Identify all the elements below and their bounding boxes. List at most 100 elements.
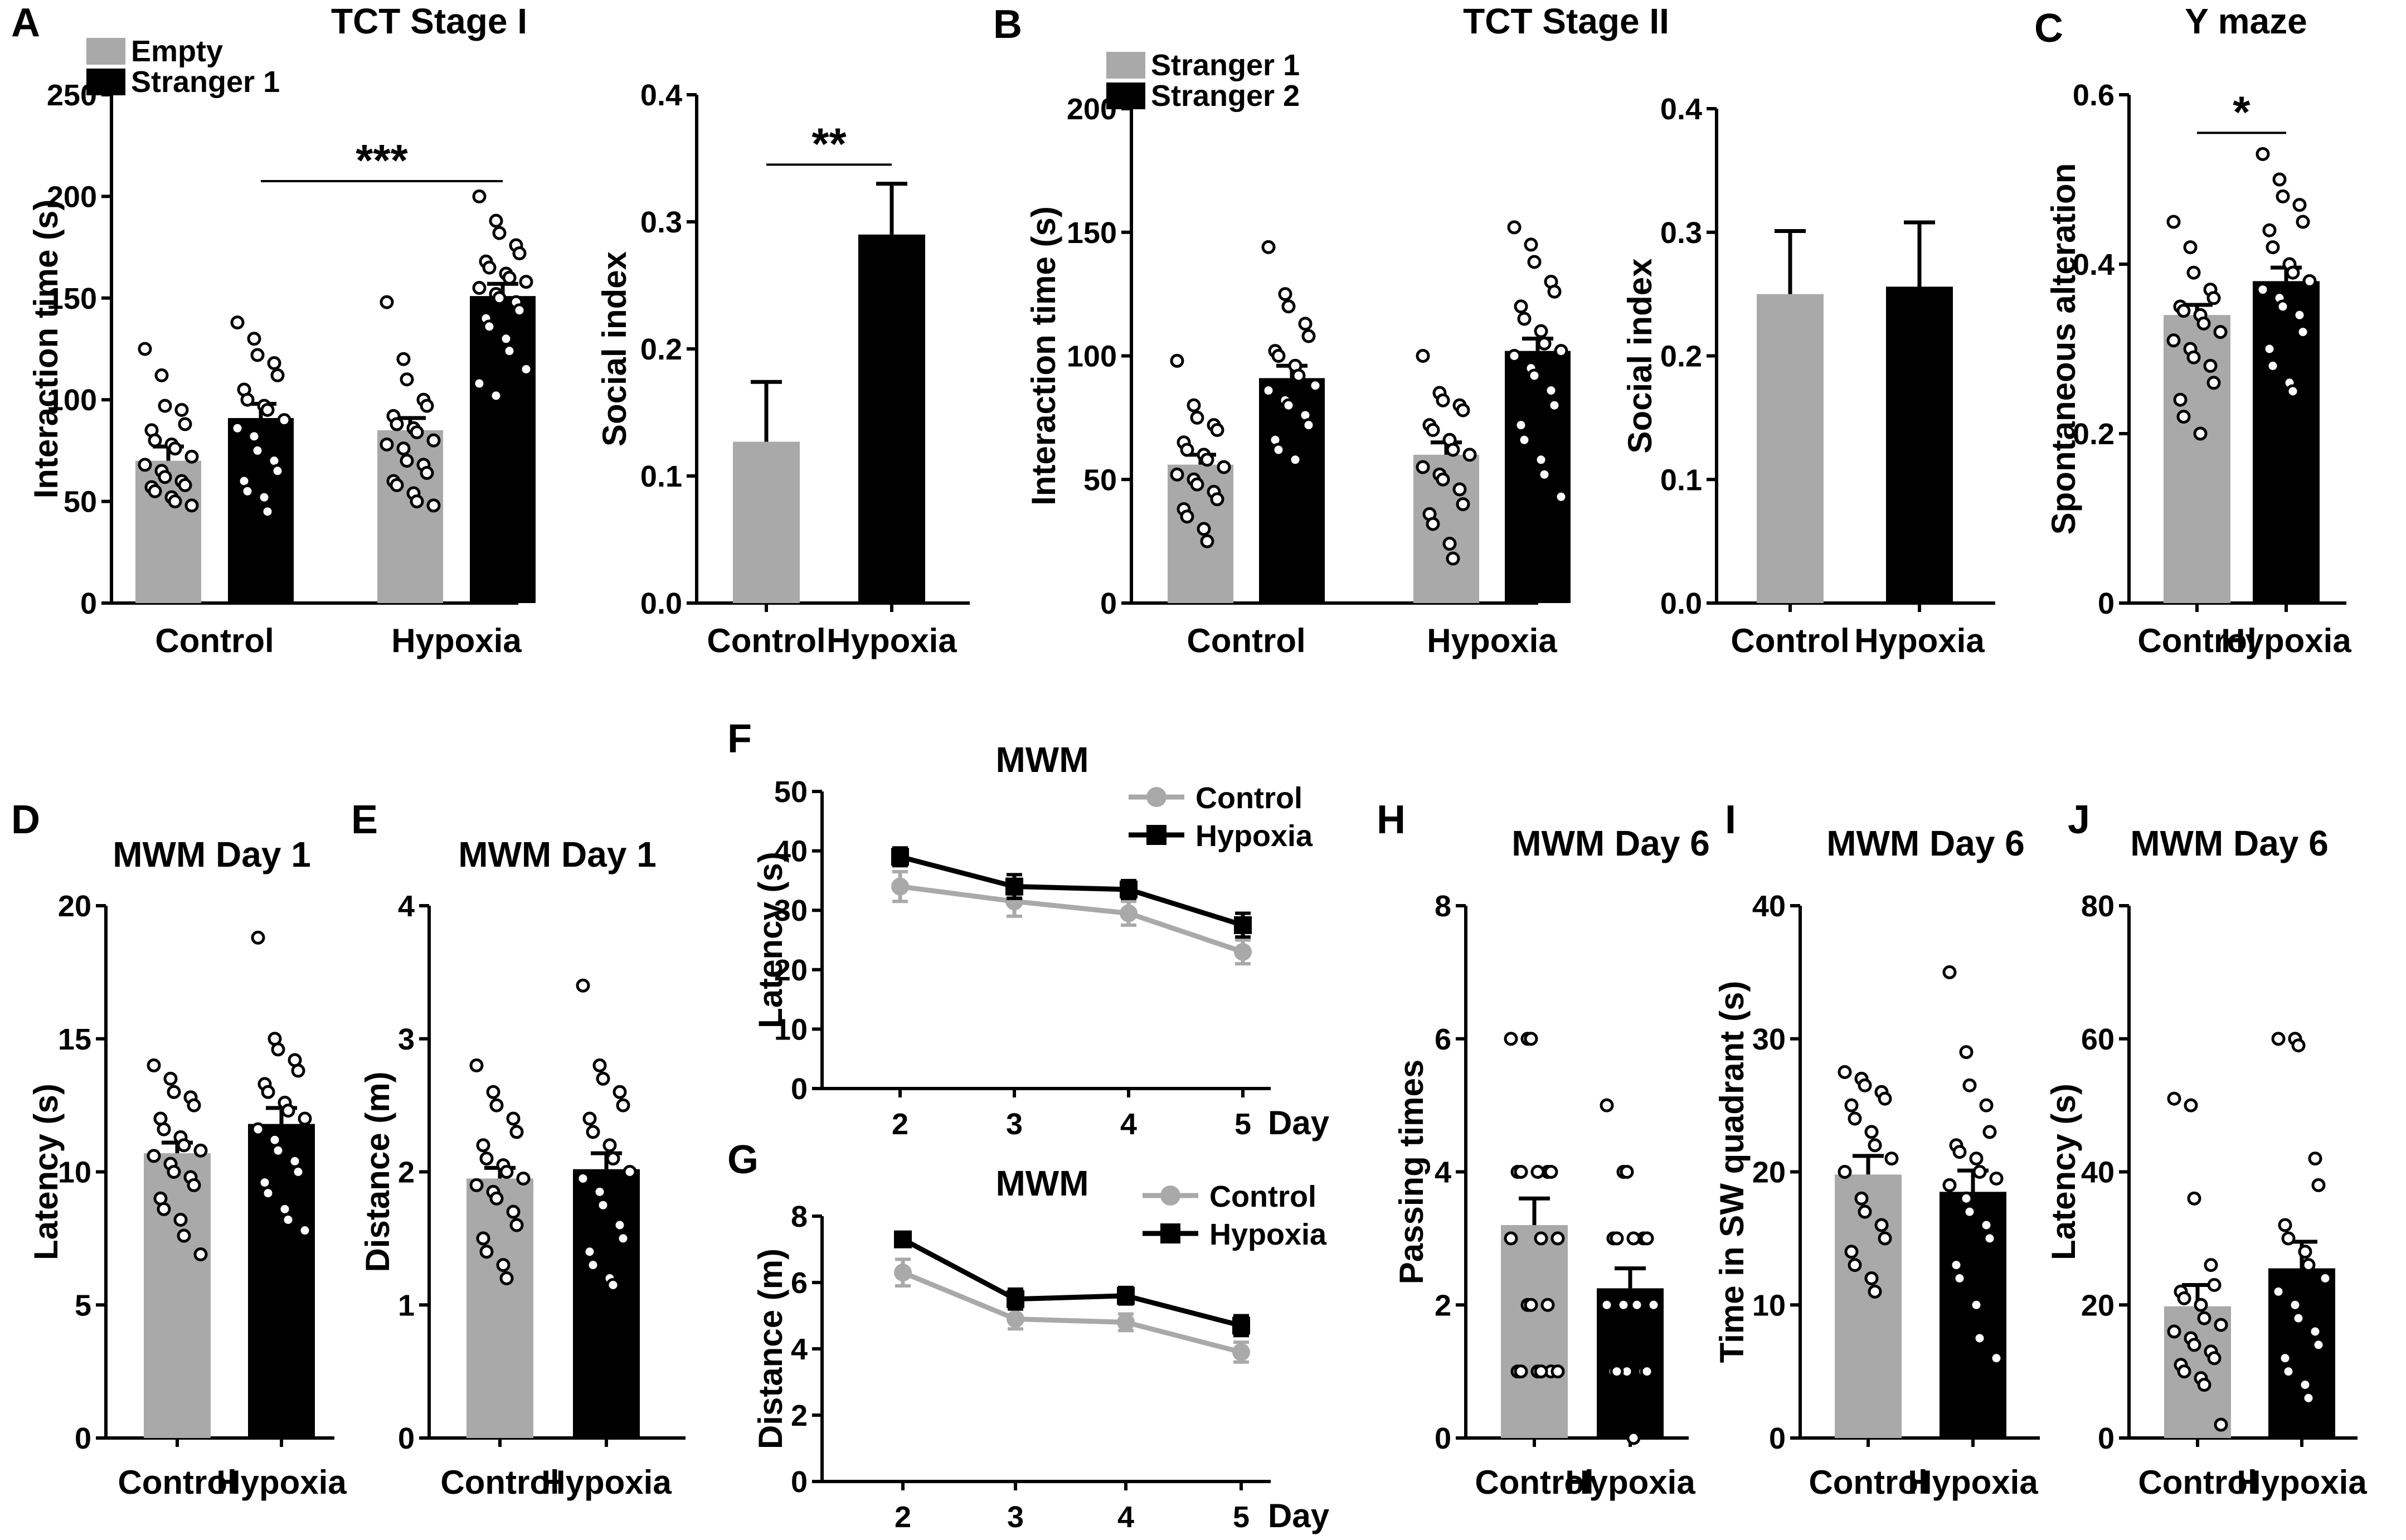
data-point xyxy=(613,1218,627,1232)
significance-stars: * xyxy=(2233,87,2251,137)
data-point xyxy=(592,1184,607,1199)
y-axis-label: Distance (m) xyxy=(752,1248,789,1449)
data-point xyxy=(2207,1277,2222,1292)
data-point xyxy=(2206,291,2221,305)
data-point xyxy=(1534,324,1548,338)
x-category-label: Hypoxia xyxy=(1854,622,1985,659)
y-tick-label: 10 xyxy=(774,1013,808,1046)
data-point xyxy=(240,392,255,407)
data-point xyxy=(2278,1351,2292,1366)
data-point xyxy=(1610,1364,1624,1379)
panel-title: TCT Stage I xyxy=(331,1,527,41)
data-point xyxy=(2296,215,2310,229)
marker-control xyxy=(1120,904,1138,922)
data-point xyxy=(582,1245,597,1259)
bar-control xyxy=(1501,1225,1568,1438)
data-point xyxy=(2167,1091,2181,1106)
data-point xyxy=(168,441,182,456)
data-point xyxy=(390,478,404,492)
data-point xyxy=(178,417,192,431)
data-point xyxy=(1630,1298,1644,1312)
y-tick-label: 60 xyxy=(2081,1023,2115,1056)
data-point xyxy=(1534,1231,1548,1246)
data-point xyxy=(519,275,533,289)
y-axis-label: Social index xyxy=(596,251,633,446)
data-point xyxy=(489,213,503,228)
data-point xyxy=(1626,1431,1641,1445)
y-tick-label: 50 xyxy=(774,775,808,809)
data-point xyxy=(2197,1311,2211,1325)
data-point xyxy=(1298,317,1313,331)
data-point xyxy=(230,315,245,330)
data-point xyxy=(2173,392,2188,407)
x-tick-label: 3 xyxy=(1006,1107,1023,1141)
data-point xyxy=(1878,1231,1892,1246)
data-point xyxy=(1514,418,1528,433)
data-point xyxy=(1190,477,1204,492)
data-point xyxy=(1544,1165,1558,1179)
data-point xyxy=(592,1058,607,1072)
data-point xyxy=(1308,378,1323,393)
x-category-label: Hypoxia xyxy=(216,1464,347,1501)
data-point xyxy=(2266,358,2280,373)
data-point xyxy=(2194,1298,2208,1312)
x-tick-label: 5 xyxy=(1233,1500,1250,1534)
panel-letter: I xyxy=(1725,798,1736,842)
y-tick-label: 0 xyxy=(398,1422,415,1455)
data-point xyxy=(2256,147,2270,161)
data-point xyxy=(2184,1098,2198,1113)
data-point xyxy=(1291,368,1306,383)
x-tick-label: 4 xyxy=(1117,1500,1134,1534)
bar-control xyxy=(466,1178,533,1438)
data-point xyxy=(298,1223,312,1238)
data-point xyxy=(492,226,507,240)
y-tick-label: 4 xyxy=(398,890,415,923)
data-point xyxy=(2288,1298,2302,1312)
data-point xyxy=(476,1231,490,1246)
data-point xyxy=(154,368,169,382)
data-point xyxy=(267,356,281,371)
data-point xyxy=(1534,453,1548,467)
panel-title: TCT Stage II xyxy=(1463,1,1669,41)
data-point xyxy=(516,1171,531,1186)
data-point xyxy=(1180,509,1194,524)
data-point xyxy=(496,1258,511,1272)
data-point xyxy=(509,1125,524,1139)
data-point xyxy=(469,1058,484,1072)
data-point xyxy=(260,504,275,519)
y-tick-label: 15 xyxy=(58,1023,91,1056)
legend-label: Empty xyxy=(131,35,223,68)
data-point xyxy=(1844,1245,1859,1259)
data-point xyxy=(2271,1032,2286,1046)
data-point xyxy=(1979,1218,1994,1232)
data-point xyxy=(426,433,441,448)
data-point xyxy=(138,458,152,472)
data-point xyxy=(616,1231,630,1246)
data-point xyxy=(157,1122,171,1136)
data-point xyxy=(420,399,434,413)
y-tick-label: 150 xyxy=(1067,216,1117,250)
data-point xyxy=(1868,1284,1882,1299)
data-point xyxy=(1281,299,1296,314)
data-point xyxy=(1962,1078,1977,1092)
y-tick-label: 0.3 xyxy=(1660,216,1702,250)
bar-stranger-2 xyxy=(1505,351,1571,603)
data-point xyxy=(2214,1417,2228,1432)
data-point xyxy=(420,466,434,480)
data-point xyxy=(187,1098,201,1113)
data-point xyxy=(472,189,487,203)
marker-hypoxia xyxy=(1120,880,1138,898)
data-point xyxy=(247,429,261,444)
x-category-label: Control xyxy=(2138,1464,2257,1501)
panel-title: MWM Day 1 xyxy=(458,834,657,875)
data-point xyxy=(260,402,275,417)
panel-letter: F xyxy=(727,717,752,761)
y-tick-label: 4 xyxy=(791,1333,808,1366)
data-point xyxy=(1972,1331,1987,1345)
data-point xyxy=(586,1258,600,1272)
data-point xyxy=(2272,172,2287,187)
data-point xyxy=(1436,472,1450,487)
panel-title: MWM xyxy=(995,740,1088,780)
data-point xyxy=(1514,1165,1528,1179)
y-tick-label: 0.4 xyxy=(2073,248,2115,281)
